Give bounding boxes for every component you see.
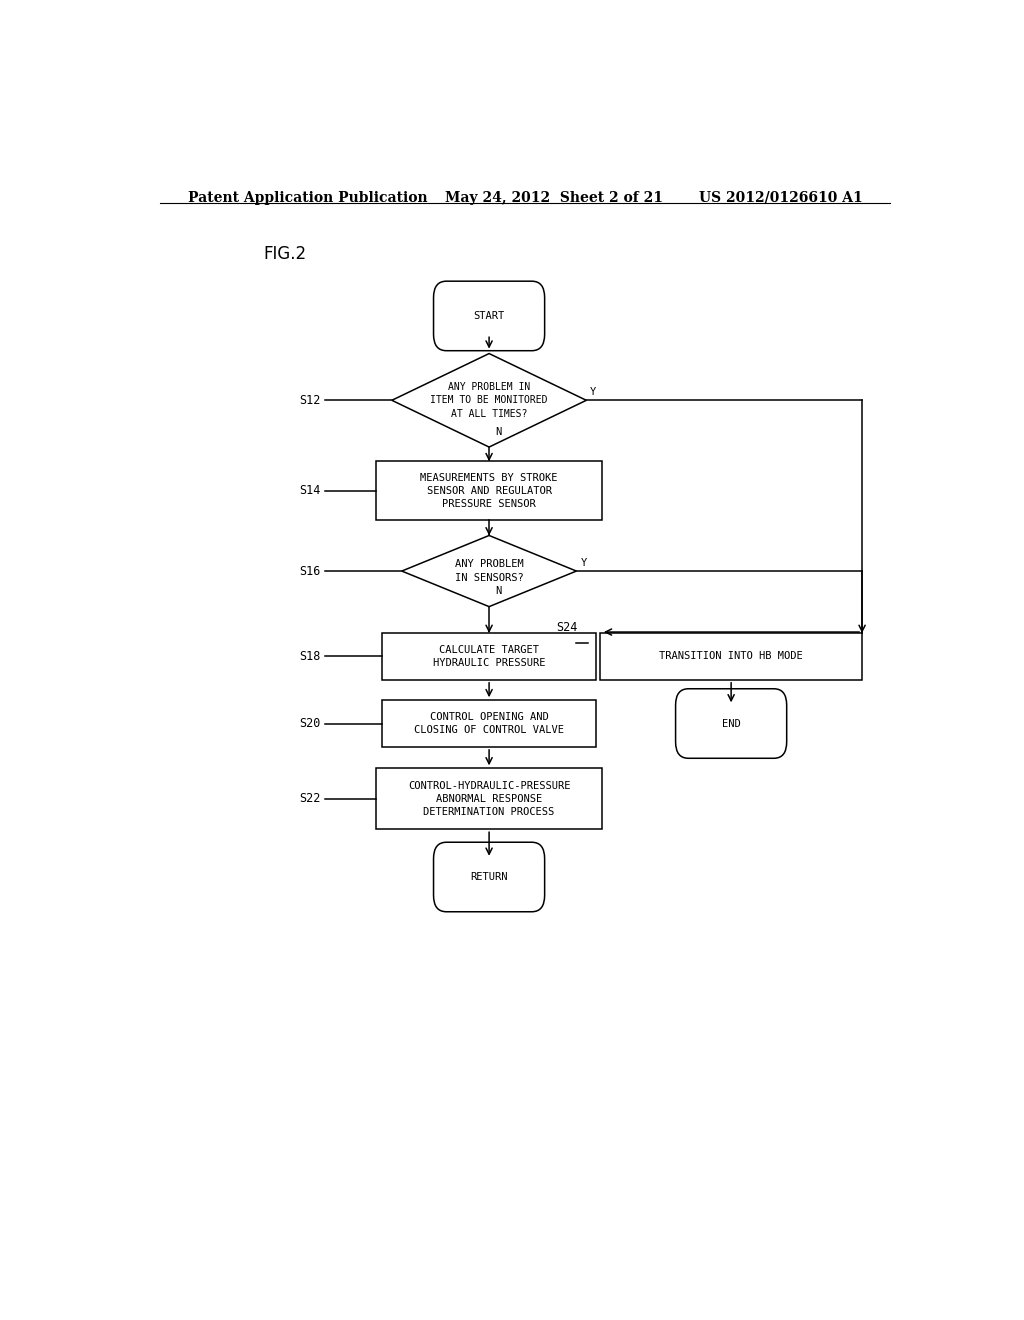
Text: S16: S16 [299,565,321,578]
Text: START: START [473,312,505,321]
Text: Y: Y [590,387,597,397]
Bar [376,768,602,829]
Text: CONTROL OPENING AND
CLOSING OF CONTROL VALVE: CONTROL OPENING AND CLOSING OF CONTROL V… [414,711,564,735]
Text: CALCULATE TARGET
HYDRAULIC PRESSURE: CALCULATE TARGET HYDRAULIC PRESSURE [433,645,546,668]
FancyBboxPatch shape [433,842,545,912]
Text: S20: S20 [299,717,321,730]
Text: ANY PROBLEM IN
ITEM TO BE MONITORED
AT ALL TIMES?: ANY PROBLEM IN ITEM TO BE MONITORED AT A… [430,381,548,418]
Text: S18: S18 [299,649,321,663]
Text: S12: S12 [299,393,321,407]
Text: US 2012/0126610 A1: US 2012/0126610 A1 [699,191,863,205]
Text: CONTROL-HYDRAULIC-PRESSURE
ABNORMAL RESPONSE
DETERMINATION PROCESS: CONTROL-HYDRAULIC-PRESSURE ABNORMAL RESP… [408,780,570,817]
Text: TRANSITION INTO HB MODE: TRANSITION INTO HB MODE [659,652,803,661]
Text: END: END [722,718,740,729]
Bar [376,461,602,520]
FancyBboxPatch shape [676,689,786,758]
Bar [600,634,862,680]
Bar [382,634,596,680]
Polygon shape [392,354,587,447]
Bar [382,700,596,747]
FancyBboxPatch shape [433,281,545,351]
Text: S14: S14 [299,484,321,498]
Text: N: N [496,586,502,597]
Text: ANY PROBLEM
IN SENSORS?: ANY PROBLEM IN SENSORS? [455,560,523,582]
Text: MEASUREMENTS BY STROKE
SENSOR AND REGULATOR
PRESSURE SENSOR: MEASUREMENTS BY STROKE SENSOR AND REGULA… [420,473,558,510]
Text: FIG.2: FIG.2 [263,244,306,263]
Text: S24: S24 [556,620,578,634]
Text: RETURN: RETURN [470,873,508,882]
Text: N: N [496,426,502,437]
Text: Y: Y [581,558,587,568]
Polygon shape [401,536,577,607]
Text: May 24, 2012  Sheet 2 of 21: May 24, 2012 Sheet 2 of 21 [445,191,664,205]
Text: S22: S22 [299,792,321,805]
Text: Patent Application Publication: Patent Application Publication [187,191,427,205]
